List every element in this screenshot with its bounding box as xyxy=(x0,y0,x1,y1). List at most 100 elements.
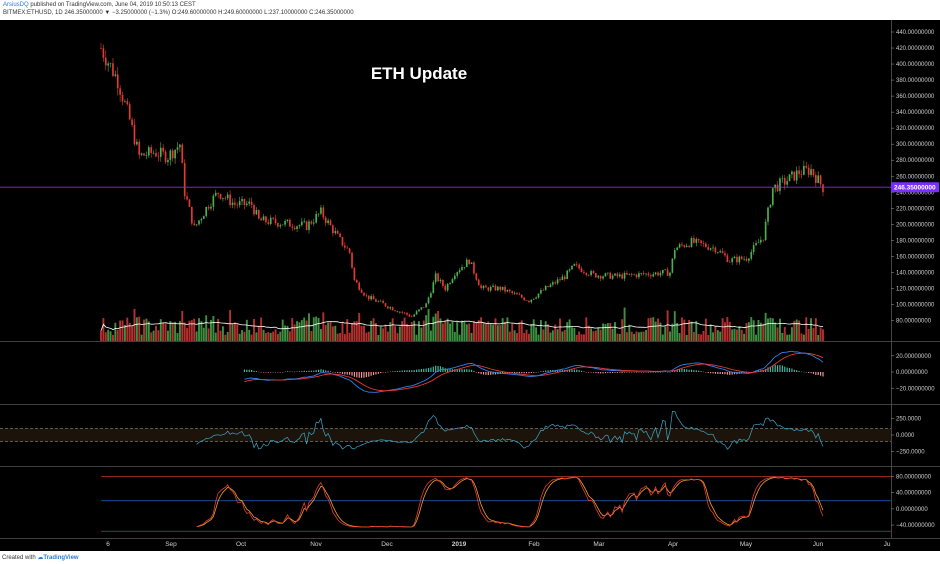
tradingview-brand[interactable]: TradingView xyxy=(43,555,79,561)
candle-body xyxy=(461,267,463,271)
volume-bar xyxy=(425,315,428,341)
candle-body xyxy=(289,219,291,227)
candle-body xyxy=(401,311,404,313)
chart-svg[interactable]: 440.00000000 420.00000000 400.00000000 380.… xyxy=(0,20,940,551)
candle-body xyxy=(413,314,416,317)
volume-bar xyxy=(279,331,282,341)
macd-histogram-bar xyxy=(621,372,623,373)
volume-bar xyxy=(611,328,614,341)
volume-bar xyxy=(573,328,576,341)
macd-histogram-bar xyxy=(370,372,372,376)
macd-histogram-bar xyxy=(525,372,528,374)
macd-histogram-bar xyxy=(260,372,262,373)
volume-bar xyxy=(343,334,346,341)
volume-bar xyxy=(642,331,645,341)
candle-body xyxy=(795,170,798,181)
macd-histogram-bar xyxy=(578,370,580,372)
candle-body xyxy=(300,221,303,226)
created-with-text: Created with xyxy=(2,555,36,561)
macd-histogram-bar xyxy=(667,371,669,373)
candle-body xyxy=(157,156,160,158)
candle-body xyxy=(571,265,573,270)
macd-histogram-bar xyxy=(695,370,697,372)
volume-bar xyxy=(666,310,669,341)
macd-histogram-bar xyxy=(360,372,363,378)
candle-body xyxy=(291,226,294,228)
candle-body xyxy=(671,258,674,273)
volume-bar xyxy=(358,313,361,341)
volume-bar xyxy=(243,331,246,341)
volume-bar xyxy=(695,320,698,341)
candle-body xyxy=(724,253,726,256)
price-tick-label: 240.00000000 xyxy=(896,190,935,196)
macd-histogram-bar xyxy=(710,372,712,374)
volume-bar xyxy=(635,331,638,341)
candle-body xyxy=(147,147,150,156)
macd-histogram-bar xyxy=(265,372,267,373)
volume-bar xyxy=(112,334,114,341)
candle-body xyxy=(623,273,626,279)
volume-bar xyxy=(233,322,236,341)
author-link[interactable]: ArsiusDQ xyxy=(3,2,29,8)
volume-bar xyxy=(504,321,506,341)
macd-histogram-bar xyxy=(616,372,618,373)
chart-area[interactable]: 440.00000000 420.00000000 400.00000000 380.… xyxy=(0,20,940,551)
volume-bar xyxy=(257,325,260,341)
candle-body xyxy=(523,297,525,301)
volume-bar xyxy=(288,331,291,341)
price-tick-label: 120.00000000 xyxy=(896,286,935,292)
macd-histogram-bar xyxy=(547,370,549,372)
volume-bar xyxy=(315,316,318,341)
candle-body xyxy=(124,101,126,102)
volume-bar xyxy=(410,322,413,341)
candle-body xyxy=(384,303,387,307)
time-tick-label: Mar xyxy=(593,541,605,548)
volume-bar xyxy=(300,320,303,341)
volume-bar xyxy=(527,333,530,341)
volume-bar xyxy=(594,330,597,341)
candle-body xyxy=(489,286,492,291)
macd-histogram-bar xyxy=(399,370,401,372)
candle-body xyxy=(176,147,179,150)
candle-body xyxy=(425,303,427,308)
volume-bar xyxy=(776,327,779,341)
volume-bar xyxy=(164,323,167,341)
volume-bar xyxy=(449,323,451,341)
volume-bar xyxy=(501,318,504,341)
volume-bar xyxy=(298,322,301,341)
candle-body xyxy=(334,231,337,234)
candle-body xyxy=(133,124,136,145)
macd-histogram-bar xyxy=(559,369,561,372)
volume-bar xyxy=(341,321,344,341)
candle-body xyxy=(102,48,105,58)
candle-body xyxy=(721,251,724,254)
candle-body xyxy=(597,275,600,278)
volume-bar xyxy=(769,317,772,341)
macd-histogram-bar xyxy=(755,370,757,372)
candle-body xyxy=(186,196,188,200)
volume-bar xyxy=(561,331,564,341)
candle-body xyxy=(664,269,667,271)
volume-bar xyxy=(726,316,729,341)
time-axis[interactable]: 6 Sep Oct Nov Dec 2019 Feb Mar Apr May Jun Ju xyxy=(106,541,891,548)
macd-histogram-bar xyxy=(444,368,446,372)
stoch-k-line xyxy=(196,476,824,528)
candle-body xyxy=(193,223,196,226)
volume-bar xyxy=(810,318,812,341)
volume-bar xyxy=(597,327,600,341)
macd-histogram-bar xyxy=(251,370,253,372)
volume-bar xyxy=(793,320,796,341)
volume-bar xyxy=(566,322,569,341)
macd-histogram-bar xyxy=(368,372,370,377)
macd-histogram-bar xyxy=(721,372,724,375)
macd-histogram-bar xyxy=(274,372,277,373)
candle-body xyxy=(518,294,521,296)
candle-body xyxy=(511,291,514,294)
macd-histogram-bar xyxy=(466,369,468,372)
macd-histogram-bar xyxy=(461,369,463,372)
candle-body xyxy=(477,279,480,286)
volume-bar xyxy=(800,333,803,341)
candle-body xyxy=(109,63,112,64)
macd-histogram-bar xyxy=(322,369,324,372)
price-axis[interactable]: 440.00000000 420.00000000 400.00000000 380.… xyxy=(891,30,935,325)
